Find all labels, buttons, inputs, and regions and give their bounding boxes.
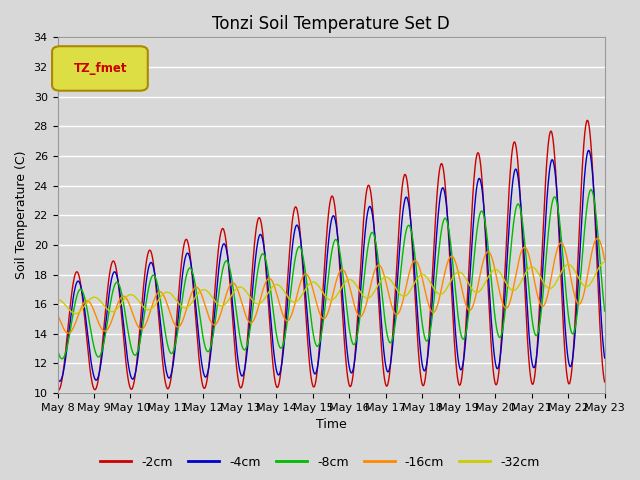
- Y-axis label: Soil Temperature (C): Soil Temperature (C): [15, 151, 28, 279]
- Text: TZ_fmet: TZ_fmet: [74, 62, 127, 75]
- Title: Tonzi Soil Temperature Set D: Tonzi Soil Temperature Set D: [212, 15, 450, 33]
- X-axis label: Time: Time: [316, 419, 346, 432]
- FancyBboxPatch shape: [52, 46, 148, 91]
- Legend: -2cm, -4cm, -8cm, -16cm, -32cm: -2cm, -4cm, -8cm, -16cm, -32cm: [95, 451, 545, 474]
